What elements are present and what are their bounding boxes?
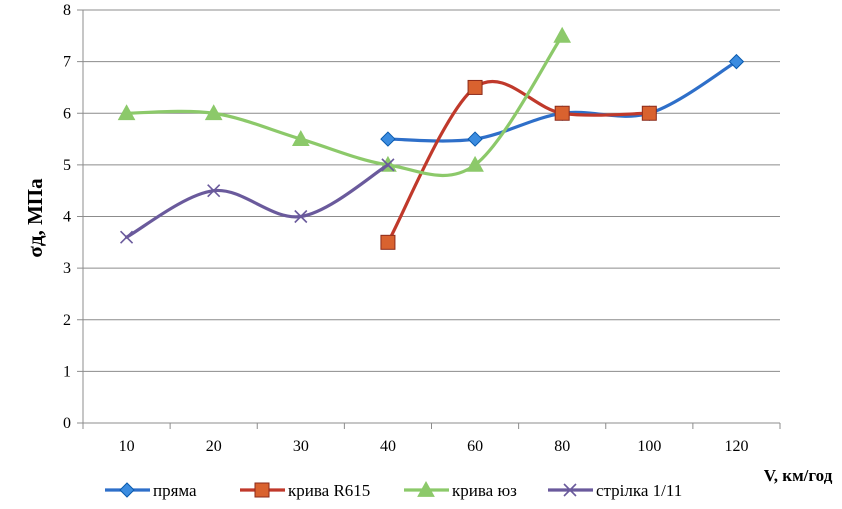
legend-label: крива юз xyxy=(452,481,517,500)
y-axis-label: σд, МПа xyxy=(23,178,47,258)
legend-marker xyxy=(417,480,435,497)
x-tick-label: 20 xyxy=(206,438,222,455)
x-marker-stroke xyxy=(563,483,577,497)
x-tick-label: 10 xyxy=(119,438,135,455)
x-tick-label: 100 xyxy=(637,438,661,455)
series-kryva-r615 xyxy=(380,79,657,250)
x-marker-stroke xyxy=(381,158,395,172)
axes xyxy=(77,9,781,429)
legend-marker xyxy=(119,482,135,498)
series-pryama xyxy=(380,53,745,147)
x-marker-stroke xyxy=(207,184,221,198)
y-tick-label: 1 xyxy=(63,363,71,380)
data-point-kryva-r615 xyxy=(467,79,483,95)
y-tick-label: 0 xyxy=(63,415,71,432)
grid-lines xyxy=(83,9,780,372)
series-kryva-yuz xyxy=(117,26,572,178)
data-point-kryva-yuz xyxy=(117,104,136,121)
y-tick-label: 7 xyxy=(63,54,71,71)
x-tick-label: 30 xyxy=(293,438,309,455)
series-line-kryva-yuz xyxy=(124,34,564,178)
legend-marker xyxy=(563,483,577,497)
y-tick-label: 8 xyxy=(63,2,71,19)
data-point-kryva-r615 xyxy=(554,105,570,121)
y-tick-label: 5 xyxy=(63,157,71,174)
series-layer xyxy=(117,26,745,250)
legend-label: пряма xyxy=(153,481,197,500)
x-marker-stroke xyxy=(119,230,134,244)
data-point-kryva-r615 xyxy=(380,234,396,250)
y-tick-label: 2 xyxy=(63,312,71,329)
series-line-kryva-r615 xyxy=(386,79,651,244)
series-strilka xyxy=(119,158,395,244)
legend-label: крива R615 xyxy=(288,481,370,500)
data-point-strilka xyxy=(381,158,395,172)
legend-item-kryva-r615: крива R615 xyxy=(240,481,370,500)
x-marker-stroke xyxy=(294,209,308,224)
data-point-pryama xyxy=(728,53,745,70)
x-axis-label: V, км/год xyxy=(764,466,833,485)
data-point-strilka xyxy=(119,230,134,244)
y-tick-labels: 0 1 2 3 4 5 6 7 8 xyxy=(63,2,71,432)
x-tick-labels: 10 20 30 40 60 80 100 120 xyxy=(119,438,749,455)
y-tick-label: 6 xyxy=(63,105,71,122)
data-point-kryva-yuz xyxy=(204,104,223,121)
y-tick-label: 4 xyxy=(63,209,71,226)
data-point-kryva-yuz xyxy=(466,155,484,172)
legend-marker xyxy=(254,482,270,498)
data-point-strilka xyxy=(207,184,221,198)
data-point-pryama xyxy=(380,131,396,147)
x-tick-label: 40 xyxy=(380,438,396,455)
data-point-strilka xyxy=(294,209,308,224)
legend-item-kryva-yuz: крива юз xyxy=(404,480,517,500)
legend-item-strilka: стрілка 1/11 xyxy=(548,481,682,500)
y-tick-label: 3 xyxy=(63,260,71,277)
legend-item-pryama: пряма xyxy=(105,481,197,500)
x-tick-label: 60 xyxy=(467,438,483,455)
series-line-pryama xyxy=(386,60,739,143)
legend-label: стрілка 1/11 xyxy=(596,481,682,500)
x-tick-label: 80 xyxy=(554,438,570,455)
series-line-strilka xyxy=(124,163,390,239)
data-point-pryama xyxy=(467,131,483,147)
x-tick-label: 120 xyxy=(724,438,748,455)
legend: пряма крива R615 крива юз стрілка 1/11 xyxy=(105,480,682,500)
data-point-kryva-yuz xyxy=(291,130,310,146)
data-point-kryva-r615 xyxy=(641,105,657,121)
data-point-kryva-yuz xyxy=(553,26,572,43)
